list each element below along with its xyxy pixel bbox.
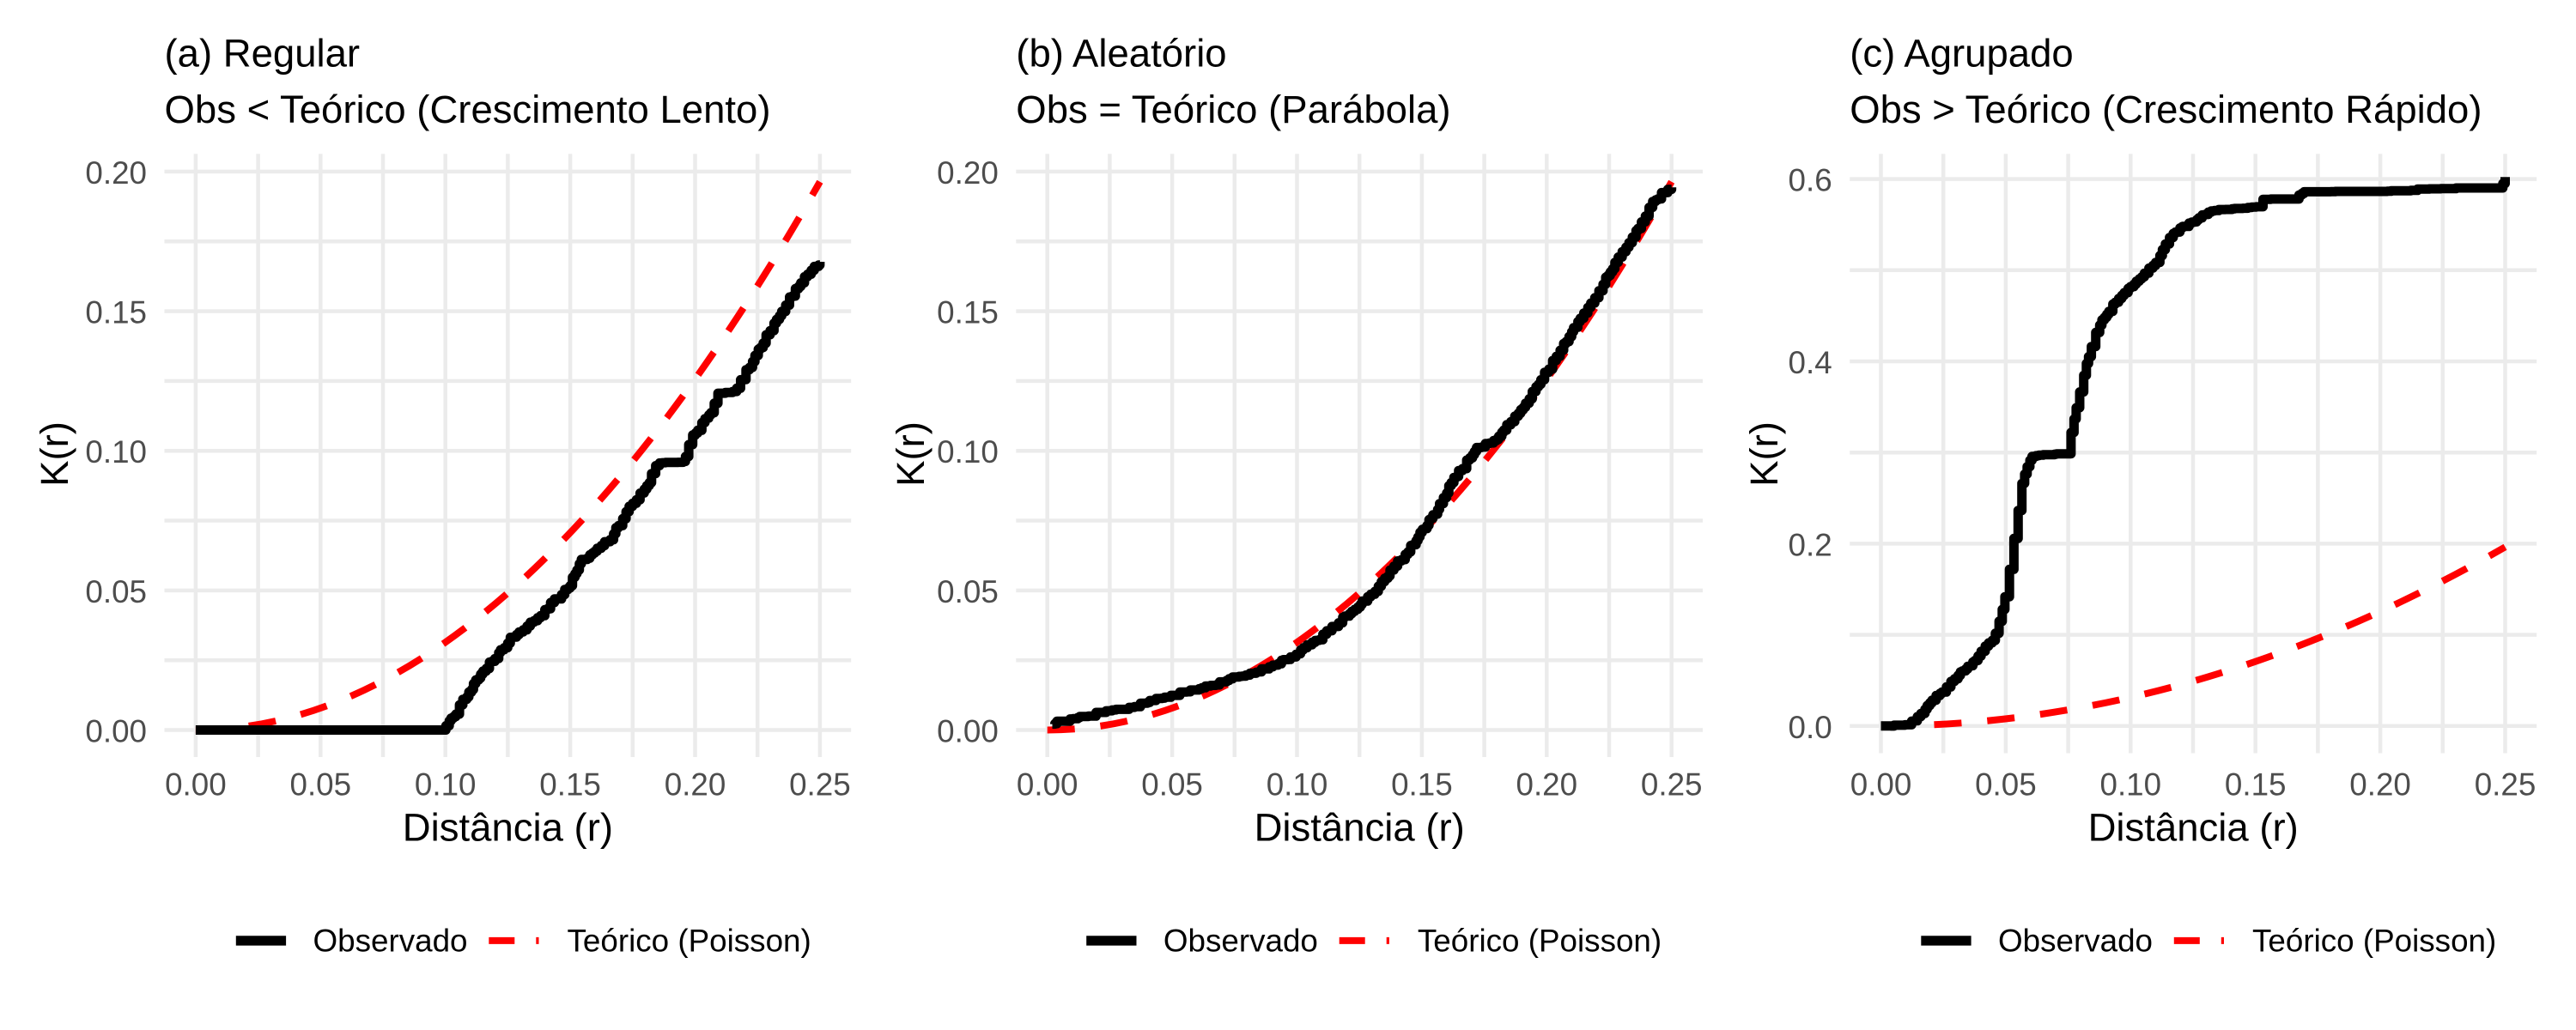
svg-text:0.25: 0.25 <box>1641 767 1703 803</box>
svg-text:0.20: 0.20 <box>1516 767 1577 803</box>
svg-text:0.05: 0.05 <box>937 574 999 609</box>
svg-text:(a) Regular: (a) Regular <box>165 32 361 76</box>
svg-text:K(r): K(r) <box>889 421 933 487</box>
svg-text:0.15: 0.15 <box>85 295 147 330</box>
svg-text:Teórico (Poisson): Teórico (Poisson) <box>568 923 811 958</box>
svg-text:0.15: 0.15 <box>937 295 999 330</box>
svg-text:K(r): K(r) <box>1742 421 1786 487</box>
svg-text:Distância (r): Distância (r) <box>403 806 613 850</box>
svg-text:0.25: 0.25 <box>2475 767 2537 803</box>
svg-text:0.05: 0.05 <box>289 767 351 803</box>
svg-text:Obs > Teórico (Crescimento Ráp: Obs > Teórico (Crescimento Rápido) <box>1850 88 2482 131</box>
svg-text:(b) Aleatório: (b) Aleatório <box>1016 32 1226 76</box>
svg-text:0.2: 0.2 <box>1789 527 1832 562</box>
svg-text:0.05: 0.05 <box>1975 767 2037 803</box>
svg-text:0.00: 0.00 <box>85 714 147 749</box>
svg-text:Teórico (Poisson): Teórico (Poisson) <box>2252 923 2496 958</box>
svg-text:0.00: 0.00 <box>165 767 227 803</box>
svg-text:0.15: 0.15 <box>1391 767 1453 803</box>
svg-text:Observado: Observado <box>313 923 468 958</box>
svg-text:Observado: Observado <box>1163 923 1318 958</box>
svg-text:0.05: 0.05 <box>85 574 147 609</box>
svg-text:0.10: 0.10 <box>415 767 477 803</box>
svg-text:Obs < Teórico (Crescimento Len: Obs < Teórico (Crescimento Lento) <box>165 88 771 131</box>
svg-text:0.10: 0.10 <box>937 434 999 470</box>
svg-text:0.20: 0.20 <box>937 155 999 191</box>
svg-text:Distância (r): Distância (r) <box>1255 806 1465 850</box>
svg-text:K(r): K(r) <box>33 421 76 487</box>
svg-text:0.4: 0.4 <box>1789 345 1832 380</box>
svg-text:0.10: 0.10 <box>1267 767 1328 803</box>
svg-text:0.10: 0.10 <box>2099 767 2161 803</box>
svg-text:Obs = Teórico (Parábola): Obs = Teórico (Parábola) <box>1016 88 1450 131</box>
svg-text:0.25: 0.25 <box>789 767 851 803</box>
svg-text:0.20: 0.20 <box>665 767 726 803</box>
svg-text:0.15: 0.15 <box>539 767 601 803</box>
svg-text:0.05: 0.05 <box>1141 767 1203 803</box>
svg-text:Distância (r): Distância (r) <box>2088 806 2299 850</box>
svg-text:Teórico (Poisson): Teórico (Poisson) <box>1418 923 1662 958</box>
svg-text:0.0: 0.0 <box>1789 710 1832 745</box>
svg-text:0.20: 0.20 <box>85 155 147 191</box>
svg-text:0.00: 0.00 <box>1017 767 1078 803</box>
svg-text:0.20: 0.20 <box>2349 767 2411 803</box>
svg-text:0.15: 0.15 <box>2225 767 2287 803</box>
svg-text:0.6: 0.6 <box>1789 163 1832 198</box>
svg-text:0.10: 0.10 <box>85 434 147 470</box>
svg-text:Observado: Observado <box>1998 923 2153 958</box>
svg-text:0.00: 0.00 <box>1850 767 1912 803</box>
svg-text:(c) Agrupado: (c) Agrupado <box>1850 32 2074 76</box>
svg-text:0.00: 0.00 <box>937 714 999 749</box>
